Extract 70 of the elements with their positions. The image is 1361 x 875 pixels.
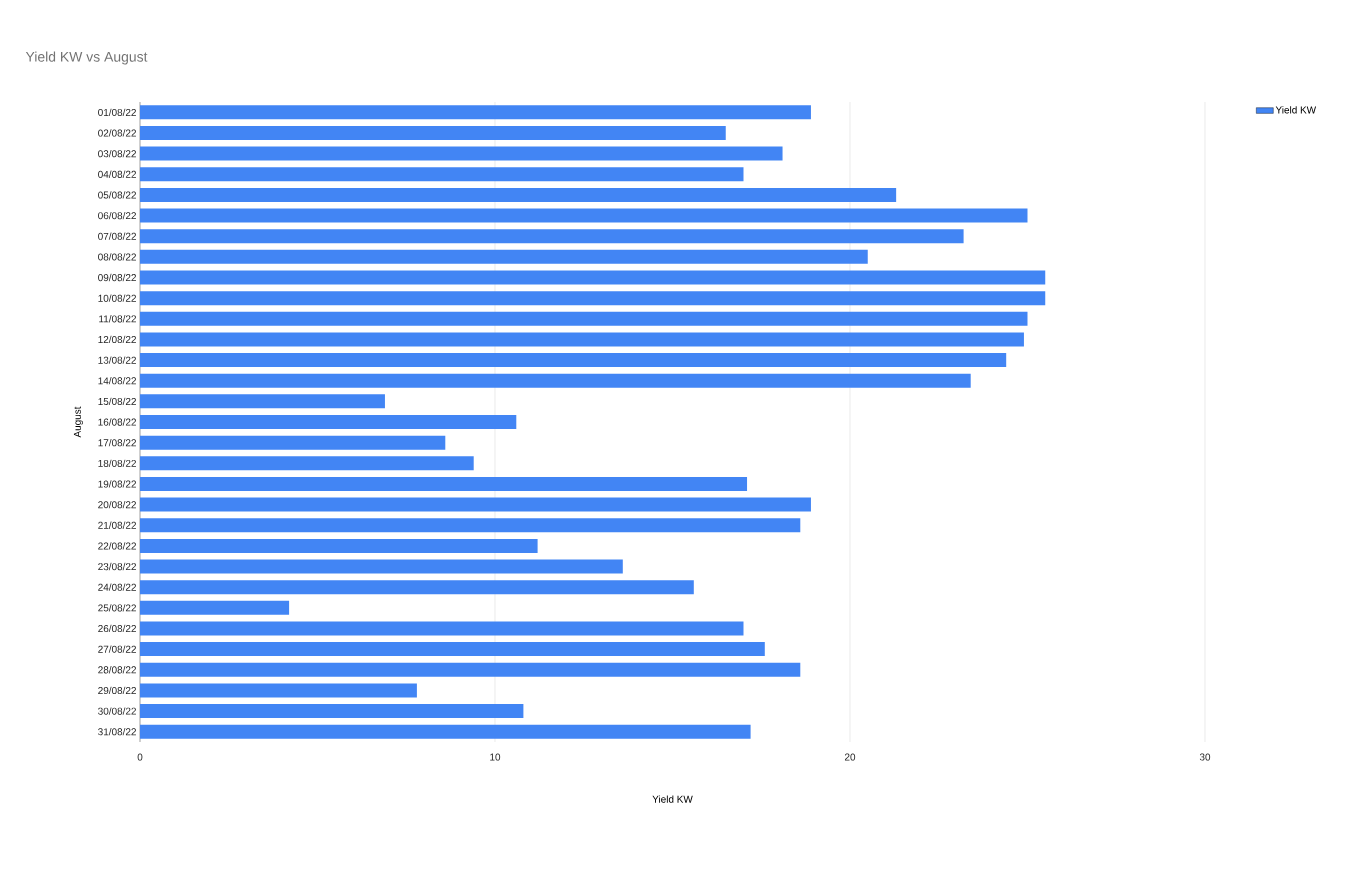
bar — [140, 662, 801, 677]
x-tick-label: 20 — [844, 753, 856, 761]
bar — [140, 105, 811, 120]
bar — [140, 373, 971, 388]
bar — [140, 600, 290, 615]
y-tick-label: 06/08/22 — [98, 211, 136, 220]
bar — [140, 270, 1046, 285]
y-tick-label: 03/08/22 — [98, 149, 136, 158]
bar — [140, 249, 868, 264]
y-tick-label: 24/08/22 — [98, 583, 136, 591]
bar — [140, 683, 417, 698]
y-tick-label: 12/08/22 — [98, 335, 136, 344]
bar — [140, 167, 744, 182]
x-axis-title: Yield KW — [652, 795, 693, 803]
y-axis-title: August — [73, 406, 83, 438]
chart-title: Yield KW vs August — [25, 51, 148, 65]
y-tick-label: 20/08/22 — [98, 500, 136, 509]
bar — [140, 456, 474, 471]
y-tick-label: 21/08/22 — [98, 521, 136, 529]
y-tick-label: 22/08/22 — [98, 542, 136, 550]
x-tick-label: 10 — [490, 753, 501, 761]
bar — [140, 125, 726, 140]
y-tick-label: 07/08/22 — [98, 232, 136, 240]
bar — [140, 435, 446, 450]
bar — [140, 642, 765, 657]
bar — [140, 518, 801, 533]
bar — [140, 497, 811, 512]
y-tick-label: 30/08/22 — [98, 707, 136, 715]
legend-label: Yield KW — [1275, 106, 1317, 114]
y-tick-label: 04/08/22 — [98, 170, 136, 178]
y-tick-label: 09/08/22 — [98, 273, 136, 282]
bar — [140, 229, 964, 244]
bar — [140, 538, 538, 553]
bar — [140, 208, 1028, 223]
y-tick-label: 10/08/22 — [98, 294, 136, 302]
bar — [140, 559, 623, 574]
y-tick-label: 13/08/22 — [98, 356, 136, 364]
y-tick-label: 25/08/22 — [98, 604, 136, 612]
bar — [140, 580, 694, 595]
y-tick-label: 11/08/22 — [99, 315, 136, 323]
bar — [140, 394, 385, 409]
y-tick-label: 01/08/22 — [98, 108, 136, 116]
y-tick-label: 14/08/22 — [98, 377, 136, 385]
bar — [140, 311, 1028, 326]
y-tick-label: 23/08/22 — [98, 562, 136, 571]
y-tick-label: 02/08/22 — [98, 129, 136, 137]
y-tick-label: 26/08/22 — [98, 624, 136, 633]
bar — [140, 291, 1046, 306]
y-tick-label: 05/08/22 — [98, 191, 136, 199]
bar — [140, 724, 751, 739]
bar — [140, 146, 783, 161]
y-tick-label: 19/08/22 — [98, 480, 136, 488]
y-tick-label: 27/08/22 — [98, 645, 136, 653]
bar — [140, 704, 524, 719]
bar — [140, 621, 744, 636]
y-tick-label: 17/08/22 — [98, 438, 136, 447]
y-tick-label: 08/08/22 — [98, 253, 136, 261]
bar — [140, 353, 1007, 368]
y-tick-label: 28/08/22 — [98, 666, 136, 674]
bar — [140, 187, 897, 202]
y-tick-label: 15/08/22 — [98, 397, 136, 406]
bar — [140, 476, 748, 491]
bar — [140, 415, 517, 429]
y-tick-label: 31/08/22 — [98, 728, 136, 736]
x-tick-label: 0 — [137, 753, 143, 761]
bar — [140, 332, 1024, 347]
x-tick-label: 30 — [1199, 753, 1211, 761]
y-tick-label: 29/08/22 — [98, 686, 136, 695]
y-tick-label: 18/08/22 — [98, 459, 136, 467]
y-tick-label: 16/08/22 — [98, 418, 136, 426]
